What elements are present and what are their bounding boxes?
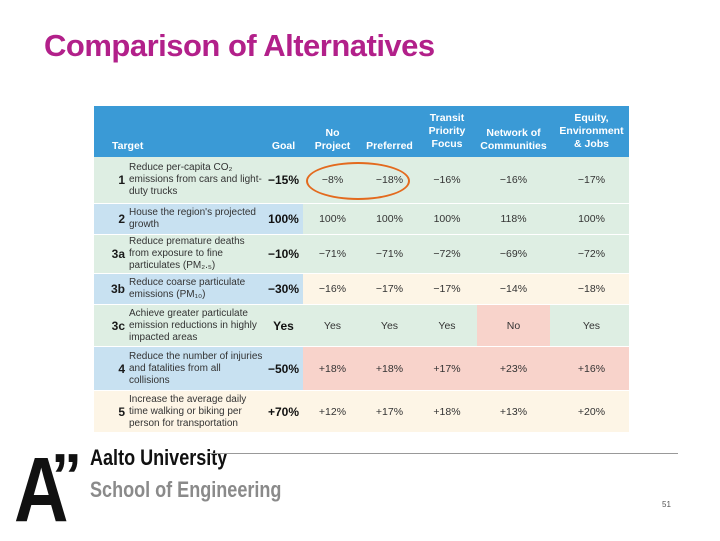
value-equity: −18% (577, 283, 606, 295)
footer-divider (210, 453, 678, 454)
row-goal: 100% (264, 204, 303, 234)
row-number: 1 (118, 173, 125, 187)
table-row-3a: 3a Reduce premature deaths from exposure… (94, 235, 629, 273)
value-preferred: 100% (376, 213, 403, 225)
row-goal: −10% (267, 247, 300, 261)
value-preferred: +18% (375, 362, 404, 375)
value-no-project: +18% (318, 362, 347, 375)
value-transit: −16% (433, 174, 461, 186)
value-network: +23% (499, 362, 528, 375)
row-goal: −15% (267, 173, 300, 187)
row-goal: −50% (267, 361, 300, 376)
header-goal: Goal (271, 140, 296, 152)
row-target: Increase the average daily time walking … (129, 393, 247, 429)
value-transit: Yes (438, 319, 456, 332)
value-transit: +18% (433, 405, 461, 418)
value-transit: +17% (433, 362, 461, 375)
row-number: 3c (111, 318, 125, 333)
row-divider (94, 203, 629, 204)
value-transit: 100% (433, 213, 461, 225)
table-row-4: 4 Reduce the number of injuries and fata… (94, 347, 629, 390)
value-no-project: −71% (318, 248, 347, 260)
row-number: 5 (118, 404, 125, 419)
page-number: 51 (662, 500, 671, 509)
highlight-oval (306, 162, 410, 200)
row-divider (94, 273, 629, 274)
value-transit: −17% (433, 283, 461, 295)
university-name: Aalto University (90, 445, 228, 470)
value-preferred: −71% (375, 248, 404, 260)
value-no-project: 100% (319, 213, 346, 225)
aalto-logo-mark: A (14, 439, 69, 541)
value-network: −14% (499, 283, 528, 295)
table-row-3b: 3b Reduce coarse particulate emissions (… (94, 274, 629, 304)
table-header: Target Goal No Project Preferred Transit… (94, 106, 629, 157)
value-equity: −17% (577, 174, 606, 186)
row-divider (94, 346, 629, 347)
value-preferred: −17% (375, 283, 404, 295)
header-equity: Equity, Environment & Jobs (559, 112, 624, 150)
value-transit: −72% (433, 248, 461, 260)
comparison-table: Target Goal No Project Preferred Transit… (94, 106, 629, 432)
row-goal: +70% (267, 404, 300, 419)
row-number: 2 (118, 212, 125, 226)
table-row-5: 5 Increase the average daily time walkin… (94, 391, 629, 432)
value-network: +13% (499, 405, 528, 418)
value-no-project: −16% (318, 283, 347, 295)
highlight-cell-bg (477, 305, 550, 346)
value-no-project: Yes (323, 319, 342, 332)
row-label-band (94, 204, 264, 234)
row-label-band (94, 274, 303, 304)
value-no-project: +12% (318, 405, 347, 418)
row-target: House the region's projected growth (129, 207, 256, 230)
value-network: No (506, 319, 521, 332)
value-network: −16% (499, 174, 528, 186)
value-equity: 100% (578, 213, 605, 225)
value-equity: +20% (577, 405, 606, 418)
row-divider (94, 390, 629, 391)
row-target: Reduce coarse particulate emissions (PM₁… (129, 277, 246, 300)
value-preferred: Yes (380, 319, 399, 332)
row-target: Reduce per-capita CO₂ emissions from car… (129, 162, 262, 197)
header-no-project: No Project (314, 127, 351, 152)
school-name: School of Engineering (90, 477, 282, 502)
row-number: 3a (111, 247, 125, 261)
value-network: −69% (499, 248, 528, 260)
aalto-logo-quote: ” (51, 442, 82, 511)
row-divider (94, 304, 629, 305)
row-number: 3b (110, 282, 125, 296)
value-network: 118% (500, 213, 527, 225)
slide-title: Comparison of Alternatives (44, 28, 435, 63)
row-goal: −30% (267, 282, 300, 296)
row-target: Achieve greater particulate emission red… (129, 307, 257, 343)
row-target: Reduce the number of injuries and fatali… (129, 350, 263, 386)
value-equity: Yes (582, 319, 601, 332)
row-goal: Yes (273, 318, 294, 333)
value-preferred: +17% (375, 405, 404, 418)
table-row-2: 2 House the region's projected growth 10… (94, 204, 629, 234)
row-target: Reduce premature deaths from exposure to… (129, 236, 245, 271)
row-divider (94, 234, 629, 235)
row-number: 4 (118, 361, 125, 376)
header-target: Target (112, 140, 144, 152)
row-label-band (94, 347, 303, 390)
value-equity: +16% (577, 362, 606, 375)
table-row-3c: 3c Achieve greater particulate emission … (94, 305, 629, 346)
header-preferred: Preferred (366, 140, 413, 152)
value-equity: −72% (577, 248, 606, 260)
header-network: Network of Communities (480, 127, 547, 152)
header-transit: Transit Priority Focus (428, 112, 466, 150)
